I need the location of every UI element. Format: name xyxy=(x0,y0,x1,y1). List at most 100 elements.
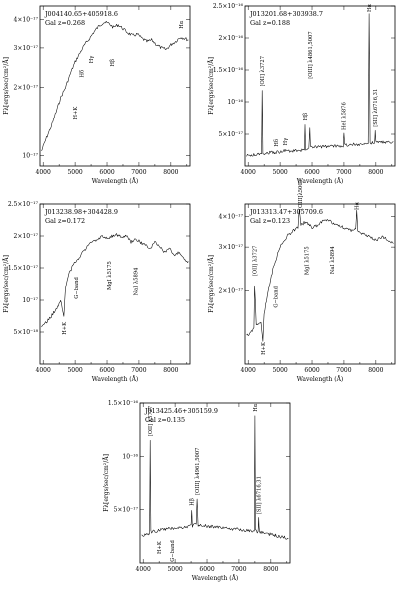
y-tick-label: 3×10⁻¹⁷ xyxy=(219,244,244,251)
line-label: H+K xyxy=(62,322,68,335)
spectrum-line xyxy=(141,415,289,540)
y-tick-label: 1.5×10⁻¹⁶ xyxy=(213,67,244,74)
line-label: H+K xyxy=(157,541,163,554)
redshift-label: Gal z=0.188 xyxy=(250,19,290,27)
spectrum-chart: 4000 5000 6000 7000 8000 5×10⁻¹⁸ 10⁻¹⁷ 1.5×10⁻¹… xyxy=(2,201,191,383)
line-label: Hα xyxy=(179,20,185,29)
plot-frame xyxy=(244,5,396,167)
line-label: MgI λ5175 xyxy=(304,246,310,275)
y-tick-label: 2×10⁻¹⁶ xyxy=(219,35,244,42)
x-tick-label: 5000 xyxy=(272,169,287,176)
object-name: J013201.68+303938.7 xyxy=(249,10,323,18)
y-tick-label: 2.5×10⁻¹⁶ xyxy=(213,3,244,10)
plot-frame xyxy=(39,203,191,365)
spectrum-chart: 4000 5000 6000 7000 8000 2×10⁻¹⁷ 3×10⁻¹⁷ 4×10⁻¹… xyxy=(207,179,396,383)
y-axis-label: Fλ[ergs/sec/cm²/Å] xyxy=(207,255,215,313)
line-label: Hα xyxy=(367,3,373,12)
spectrum-chart: 4000 5000 6000 7000 8000 5×10⁻¹⁷ 10⁻¹⁶ 1.5×10⁻¹… xyxy=(102,400,291,582)
x-tick-label: 8000 xyxy=(263,566,278,573)
x-tick-label: 5000 xyxy=(67,169,82,176)
spectrum-chart: 4000 5000 6000 7000 8000 10⁻¹⁷ 2×10⁻¹⁷ 3×10⁻¹⁷ 4… xyxy=(2,5,191,185)
x-tick-label: 6000 xyxy=(304,169,319,176)
line-label: Hβ xyxy=(190,498,196,506)
line-label: MgI λ5175 xyxy=(107,261,113,290)
line-label: H+K xyxy=(261,342,267,355)
x-tick-label: 7000 xyxy=(231,566,246,573)
x-axis-label: Wavelength (Å) xyxy=(192,574,239,582)
redshift-label: Gal z=0.135 xyxy=(145,416,185,424)
spectrum-line xyxy=(41,21,189,151)
x-tick-label: 4000 xyxy=(241,367,256,374)
line-label: [OIII] λ4861,5007 xyxy=(308,31,314,78)
x-tick-label: 6000 xyxy=(304,367,319,374)
line-label: G−band xyxy=(74,277,80,299)
y-tick-label: 2×10⁻¹⁷ xyxy=(14,85,39,92)
x-tick-label: 4000 xyxy=(241,169,256,176)
redshift-label: Gal z=0.268 xyxy=(45,19,85,27)
x-tick-label: 7000 xyxy=(131,367,146,374)
y-tick-label: 10⁻¹⁷ xyxy=(22,297,38,304)
y-tick-label: 5×10⁻¹⁷ xyxy=(114,507,139,514)
y-tick-label: 2×10⁻¹⁷ xyxy=(14,233,39,240)
x-tick-label: 5000 xyxy=(167,566,182,573)
y-tick-label: 4×10⁻¹⁷ xyxy=(14,17,39,24)
y-tick-label: 1.5×10⁻¹⁷ xyxy=(8,265,39,272)
line-label: G−band xyxy=(273,285,279,307)
line-label: Hγ xyxy=(89,56,95,64)
object-name: J013238.98+304428.9 xyxy=(44,208,118,216)
line-label: Hα xyxy=(354,201,360,210)
plot-frame xyxy=(39,5,191,167)
y-tick-label: 10⁻¹⁷ xyxy=(22,153,38,160)
line-label: [OIII]λ5007 xyxy=(298,179,304,210)
line-label: Hβ xyxy=(303,113,309,121)
x-tick-label: 8000 xyxy=(163,169,178,176)
y-tick-label: 1.5×10⁻¹⁶ xyxy=(108,400,139,407)
spectrum-panel-5: 4000 5000 6000 7000 8000 5×10⁻¹⁷ 10⁻¹⁶ 1.5×10⁻¹… xyxy=(100,397,295,589)
y-tick-label: 5×10⁻¹⁷ xyxy=(219,131,244,138)
x-tick-label: 7000 xyxy=(336,367,351,374)
plot-frame xyxy=(244,203,396,365)
x-tick-label: 5000 xyxy=(272,367,287,374)
y-tick-label: 5×10⁻¹⁸ xyxy=(14,329,39,336)
line-label: [OII] λ3727 xyxy=(260,56,266,87)
y-axis-label: Fλ[ergs/sec/cm²/Å] xyxy=(2,57,10,115)
spectrum-panel-4: 4000 5000 6000 7000 8000 2×10⁻¹⁷ 3×10⁻¹⁷ 4×10⁻¹… xyxy=(205,179,400,390)
y-tick-label: 10⁻¹⁶ xyxy=(227,99,243,106)
line-label: NaI λ5894 xyxy=(134,267,140,296)
y-tick-label: 4×10⁻¹⁷ xyxy=(219,214,244,221)
y-tick-label: 2.5×10⁻¹⁷ xyxy=(8,201,39,208)
x-tick-label: 5000 xyxy=(67,367,82,374)
x-tick-label: 6000 xyxy=(199,566,214,573)
line-label: H+K xyxy=(73,107,79,120)
line-label: Hδ xyxy=(80,70,86,78)
line-label: NaI λ5894 xyxy=(330,246,336,275)
line-label: Hα xyxy=(253,403,259,412)
redshift-label: Gal z=0.123 xyxy=(250,217,290,225)
x-axis-label: Wavelength (Å) xyxy=(297,375,344,383)
y-axis-label: Fλ[ergs/sec/cm²/Å] xyxy=(2,255,10,313)
x-tick-label: 6000 xyxy=(99,169,114,176)
x-axis-label: Wavelength (Å) xyxy=(92,375,139,383)
spectrum-panel-2: 4000 5000 6000 7000 8000 5×10⁻¹⁷ 10⁻¹⁶ 1.5×10⁻¹… xyxy=(205,0,400,192)
line-label: Hδ xyxy=(274,139,280,147)
line-label: [OII] λ3727 xyxy=(148,406,154,437)
x-tick-label: 6000 xyxy=(99,367,114,374)
line-label: [SII] λ6716,31 xyxy=(373,89,379,127)
x-tick-label: 7000 xyxy=(336,169,351,176)
line-label: [OII] λ3727 xyxy=(252,246,258,277)
y-tick-label: 3×10⁻¹⁷ xyxy=(14,45,39,52)
spectrum-line xyxy=(246,13,394,157)
spectrum-line xyxy=(246,209,394,342)
x-tick-label: 8000 xyxy=(368,169,383,176)
spectrum-panel-1: 4000 5000 6000 7000 8000 10⁻¹⁷ 2×10⁻¹⁷ 3×10⁻¹⁷ 4… xyxy=(0,0,195,192)
spectrum-panel-3: 4000 5000 6000 7000 8000 5×10⁻¹⁸ 10⁻¹⁷ 1.5×10⁻¹… xyxy=(0,198,195,390)
object-name: J013313.47+305709.6 xyxy=(249,208,323,216)
x-tick-label: 4000 xyxy=(36,169,51,176)
x-axis-label: Wavelength (Å) xyxy=(297,177,344,185)
y-axis-label: Fλ[ergs/sec/cm²/Å] xyxy=(207,57,215,115)
object-name: J013425.46+305159.9 xyxy=(144,407,218,415)
line-label: Hγ xyxy=(283,138,289,146)
x-tick-label: 4000 xyxy=(136,566,151,573)
x-tick-label: 8000 xyxy=(368,367,383,374)
line-label: [SII] λ6716,31 xyxy=(257,476,263,514)
